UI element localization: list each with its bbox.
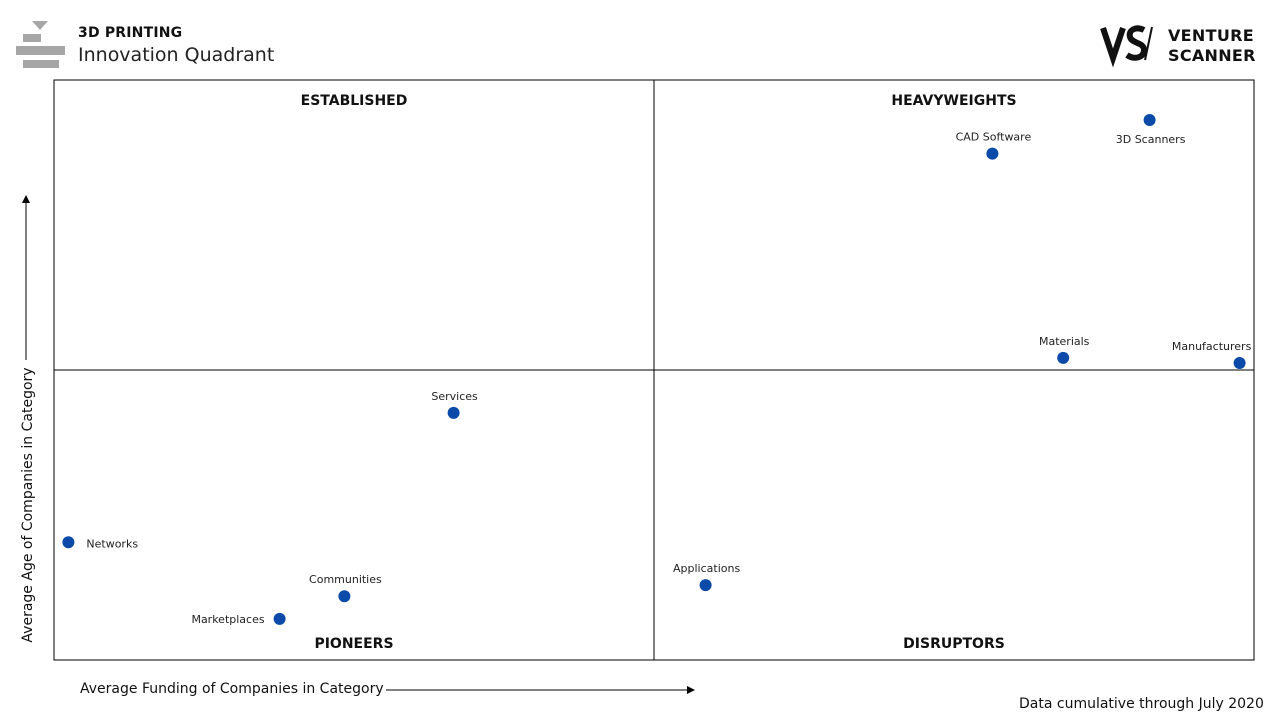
- quadrant-label: DISRUPTORS: [903, 636, 1005, 652]
- data-point: [338, 590, 351, 603]
- quadrant-label: ESTABLISHED: [301, 93, 408, 109]
- data-point: [699, 579, 712, 592]
- y-axis-arrowhead: [22, 195, 30, 203]
- brand-name-line2: SCANNER: [1168, 46, 1256, 65]
- data-point-label: Networks: [86, 537, 138, 550]
- data-point-label: Services: [431, 390, 478, 403]
- data-footnote: Data cumulative through July 2020: [1019, 696, 1264, 712]
- data-point-label: 3D Scanners: [1116, 133, 1186, 146]
- quadrant-label: HEAVYWEIGHTS: [891, 93, 1016, 109]
- x-axis-arrowhead: [687, 686, 695, 694]
- data-point: [62, 536, 75, 549]
- quadrant-label: PIONEERS: [314, 636, 393, 652]
- brand-name: VENTURE SCANNER: [1168, 26, 1256, 66]
- data-point: [986, 147, 999, 160]
- venture-scanner-logo-icon: [1100, 25, 1153, 68]
- data-point-label: Applications: [673, 562, 740, 575]
- data-point: [1143, 114, 1156, 127]
- brand-name-line1: VENTURE: [1168, 26, 1254, 45]
- 3d-printer-icon: [16, 21, 65, 68]
- chart-title-category: 3D PRINTING: [78, 25, 183, 41]
- data-point-label: Materials: [1039, 335, 1090, 348]
- data-point-label: CAD Software: [956, 131, 1032, 144]
- data-point-label: Manufacturers: [1172, 340, 1252, 353]
- x-axis-label: Average Funding of Companies in Category: [80, 681, 384, 697]
- data-point-label: Communities: [309, 573, 382, 586]
- data-point-label: Marketplaces: [191, 613, 264, 626]
- data-point: [447, 406, 460, 419]
- y-axis-label: Average Age of Companies in Category: [20, 367, 36, 643]
- data-point: [1057, 351, 1070, 364]
- data-point: [273, 612, 286, 625]
- data-point: [1233, 357, 1246, 370]
- chart-title: Innovation Quadrant: [78, 44, 275, 66]
